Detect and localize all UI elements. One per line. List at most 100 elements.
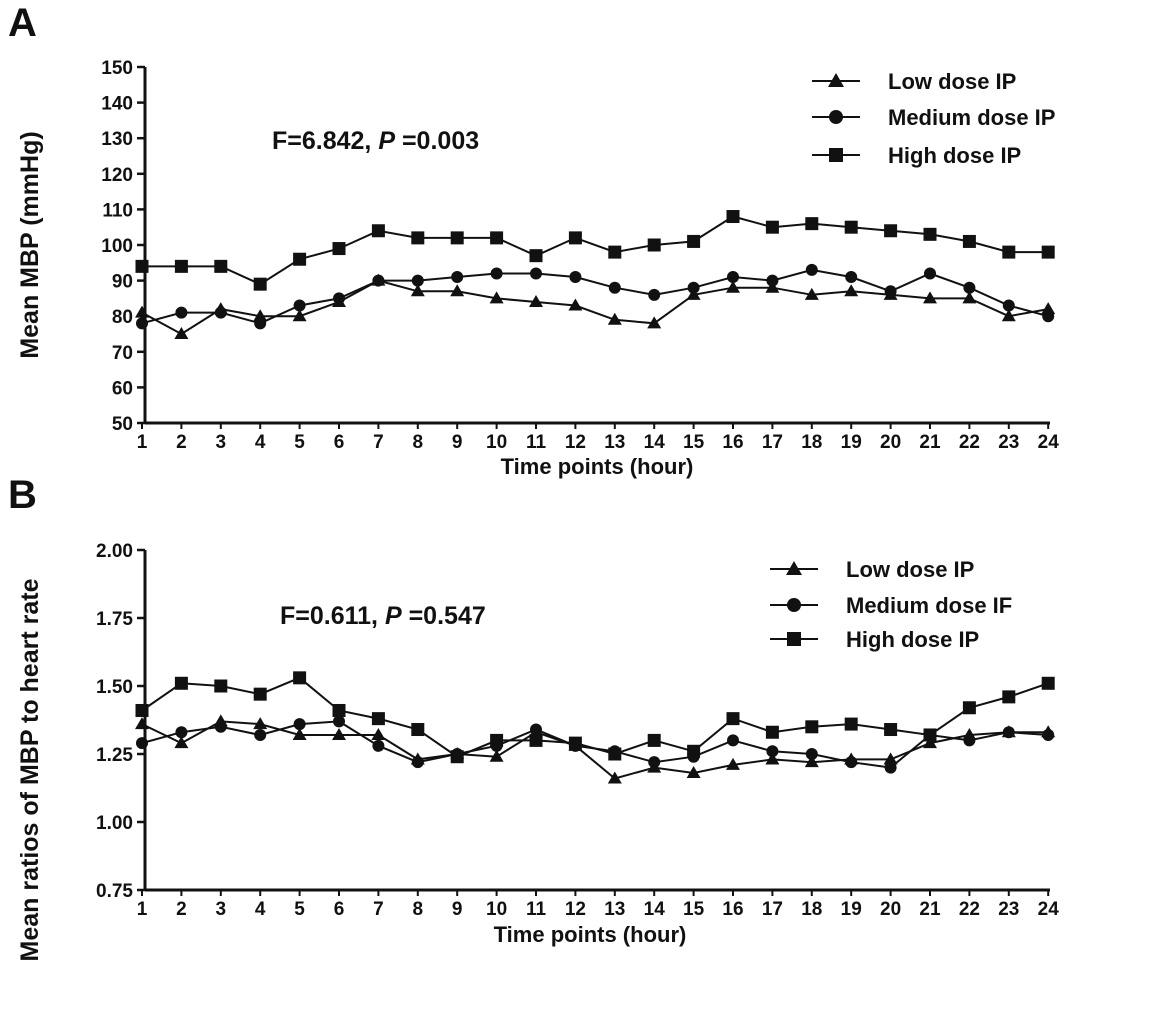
legend-item-low-a: Low dose IP xyxy=(812,69,1016,94)
legend-triangle-marker-a xyxy=(828,73,844,87)
data-point-triangle xyxy=(292,727,307,740)
data-point-circle xyxy=(214,720,227,733)
data-point-circle xyxy=(411,756,424,769)
data-point-square xyxy=(805,217,819,231)
data-point-circle xyxy=(293,718,306,731)
data-point-circle xyxy=(333,715,345,728)
data-point-circle xyxy=(963,734,976,747)
data-point-triangle xyxy=(765,752,780,765)
legend-circle-marker-a xyxy=(829,110,843,124)
y-ticks-b: 0.75 1.00 1.25 1.50 1.75 2.00 xyxy=(96,541,145,902)
y-tick-label: 1.00 xyxy=(96,813,133,834)
data-point-triangle xyxy=(174,327,189,339)
data-point-square xyxy=(253,687,267,701)
x-tick-label: 8 xyxy=(413,899,424,920)
y-tick-label: 90 xyxy=(112,272,133,293)
x-tick-label: 19 xyxy=(841,899,862,920)
x-tick-label: 21 xyxy=(919,432,941,453)
x-tick-label: 22 xyxy=(959,899,980,920)
data-point-square xyxy=(884,224,898,238)
y-tick-label: 1.50 xyxy=(96,677,133,698)
series-circle-b xyxy=(136,715,1055,774)
data-point-triangle xyxy=(253,717,268,730)
legend-square-marker-b xyxy=(787,632,801,646)
legend-triangle-marker-b xyxy=(786,561,802,575)
data-point-square xyxy=(608,245,622,259)
data-point-square xyxy=(765,220,779,234)
data-point-triangle xyxy=(686,766,701,779)
data-point-square xyxy=(293,671,307,685)
data-point-square xyxy=(411,723,425,737)
x-tick-label: 1 xyxy=(137,899,148,920)
data-point-triangle xyxy=(804,287,819,300)
data-point-triangle xyxy=(726,757,740,770)
data-point-square xyxy=(568,736,582,750)
stat-suffix-b: =0.547 xyxy=(402,602,486,630)
x-tick-label: 3 xyxy=(216,899,227,920)
data-point-circle xyxy=(727,734,739,747)
data-point-square xyxy=(923,227,937,241)
x-tick-label: 18 xyxy=(801,432,822,453)
data-point-square xyxy=(1002,690,1016,704)
data-point-circle xyxy=(1042,310,1055,323)
y-tick-label: 140 xyxy=(101,94,133,115)
data-point-square xyxy=(293,252,307,266)
data-point-circle xyxy=(214,306,227,319)
data-point-square xyxy=(962,234,976,248)
legend-item-medium-b: Medium dose IF xyxy=(770,593,1012,618)
data-point-circle xyxy=(372,274,385,287)
data-point-square xyxy=(490,231,504,245)
x-tick-label: 14 xyxy=(644,432,666,453)
data-point-square xyxy=(726,712,740,726)
axes-a xyxy=(143,67,1050,425)
x-tick-label: 16 xyxy=(722,899,743,920)
x-tick-label: 23 xyxy=(998,432,1019,453)
data-point-triangle xyxy=(962,291,977,304)
legend-b: Low dose IP Medium dose IF High dose IP xyxy=(770,557,1012,652)
x-tick-label: 8 xyxy=(413,432,424,453)
data-point-triangle xyxy=(804,755,819,768)
x-tick-label: 9 xyxy=(452,432,463,453)
y-tick-label: 1.75 xyxy=(96,609,133,630)
x-tick-label: 23 xyxy=(998,899,1019,920)
series-line xyxy=(141,676,1049,758)
data-point-circle xyxy=(530,267,542,280)
y-ticks-a: 50 60 70 80 90 100 110 120 130 140 150 xyxy=(101,58,145,435)
series-triangle-a xyxy=(135,273,1056,339)
legend-square-marker-a xyxy=(829,148,843,162)
data-point-circle xyxy=(293,299,306,312)
data-point-square xyxy=(135,259,149,273)
x-tick-label: 1 xyxy=(137,432,148,453)
data-point-circle xyxy=(333,292,345,305)
data-point-square xyxy=(411,231,425,245)
data-point-circle xyxy=(805,263,818,276)
data-point-square xyxy=(844,717,858,731)
data-point-circle xyxy=(648,288,661,301)
series-square-b xyxy=(135,671,1055,764)
x-tick-label: 9 xyxy=(452,899,463,920)
y-tick-label: 80 xyxy=(112,307,133,328)
stat-prefix-b: F=0.611, xyxy=(280,602,385,630)
legend-circle-marker-b xyxy=(787,598,801,612)
x-tick-label: 12 xyxy=(565,432,586,453)
data-point-square xyxy=(1041,676,1055,690)
data-point-circle xyxy=(766,274,779,287)
data-point-circle xyxy=(845,271,858,284)
x-tick-label: 13 xyxy=(604,432,625,453)
series-line xyxy=(142,215,1049,286)
x-tick-label: 10 xyxy=(486,899,507,920)
data-point-triangle xyxy=(371,727,386,740)
x-tick-label: 2 xyxy=(176,899,187,920)
legend-item-low-b: Low dose IP xyxy=(770,557,974,582)
data-point-circle xyxy=(884,285,897,298)
x-axis-label-b: Time points (hour) xyxy=(494,922,687,947)
data-point-square xyxy=(844,220,858,234)
y-tick-label: 0.75 xyxy=(96,881,133,902)
x-tick-label: 19 xyxy=(841,432,862,453)
data-point-circle xyxy=(845,756,858,769)
data-point-circle xyxy=(608,281,621,294)
data-point-triangle xyxy=(844,284,859,297)
data-point-circle xyxy=(175,306,188,319)
x-tick-label: 22 xyxy=(959,432,980,453)
